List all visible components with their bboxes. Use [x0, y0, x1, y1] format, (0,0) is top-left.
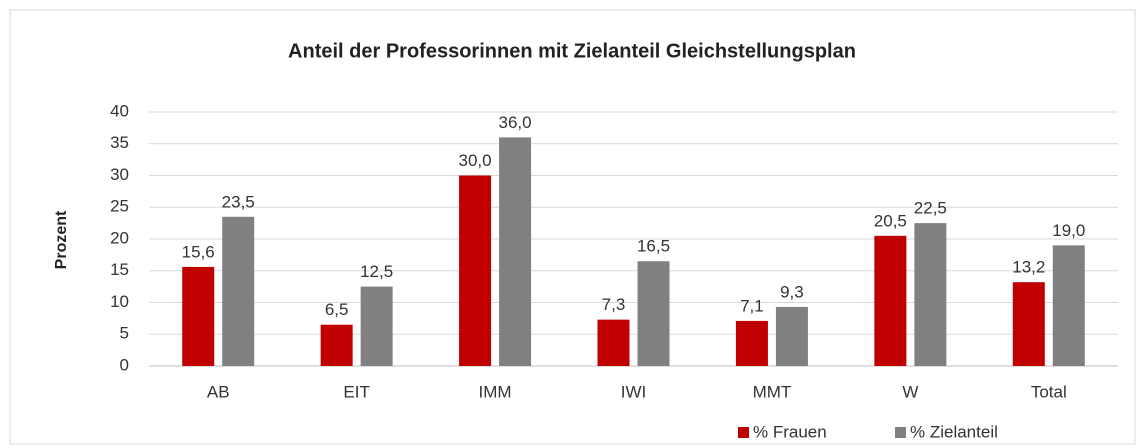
- x-tick-label: EIT: [343, 382, 369, 401]
- bar: [499, 137, 532, 366]
- y-tick-label: 35: [110, 133, 129, 152]
- bar: [597, 319, 630, 366]
- bar: [1012, 282, 1045, 366]
- data-label: 7,1: [740, 296, 764, 315]
- data-label: 16,5: [637, 237, 670, 256]
- x-tick-label: MMT: [753, 382, 792, 401]
- chart-title: Anteil der Professorinnen mit Zielanteil…: [288, 40, 856, 62]
- y-tick-label: 25: [110, 197, 129, 216]
- data-label: 23,5: [222, 192, 255, 211]
- bar: [775, 306, 808, 366]
- x-tick-label: W: [902, 382, 918, 401]
- data-label: 22,5: [914, 199, 947, 218]
- data-label: 30,0: [459, 151, 492, 170]
- x-tick-label: IWI: [621, 382, 647, 401]
- y-axis-label: Prozent: [53, 210, 70, 269]
- data-label: 7,3: [602, 295, 626, 314]
- legend-swatch: [738, 427, 749, 438]
- y-tick-label: 10: [110, 292, 129, 311]
- bar: [320, 324, 353, 366]
- data-label: 9,3: [780, 282, 804, 301]
- bar: [360, 286, 393, 366]
- data-label: 13,2: [1012, 258, 1045, 277]
- data-label: 12,5: [360, 262, 393, 281]
- data-label: 36,0: [499, 113, 532, 132]
- y-tick-label: 20: [110, 228, 129, 247]
- bar: [637, 261, 670, 366]
- bar: [914, 223, 947, 366]
- data-label: 20,5: [874, 211, 907, 230]
- bar: [735, 320, 768, 366]
- x-tick-label: Total: [1031, 382, 1067, 401]
- legend-swatch: [895, 427, 906, 438]
- y-tick-label: 5: [120, 324, 129, 343]
- y-tick-label: 30: [110, 165, 129, 184]
- data-label: 15,6: [182, 242, 215, 261]
- data-label: 6,5: [325, 300, 349, 319]
- y-tick-label: 40: [110, 101, 129, 120]
- chart-border: [9, 9, 1136, 445]
- y-tick-label: 15: [110, 260, 129, 279]
- bar: [459, 175, 492, 366]
- bar: [182, 266, 215, 366]
- bar: [222, 216, 255, 366]
- legend-label: % Frauen: [753, 422, 827, 441]
- bar: [874, 235, 907, 366]
- x-tick-label: IMM: [479, 382, 512, 401]
- y-tick-label: 0: [120, 355, 129, 374]
- data-label: 19,0: [1052, 221, 1085, 240]
- x-tick-label: AB: [207, 382, 230, 401]
- legend-label: % Zielanteil: [910, 422, 998, 441]
- bar: [1052, 245, 1085, 366]
